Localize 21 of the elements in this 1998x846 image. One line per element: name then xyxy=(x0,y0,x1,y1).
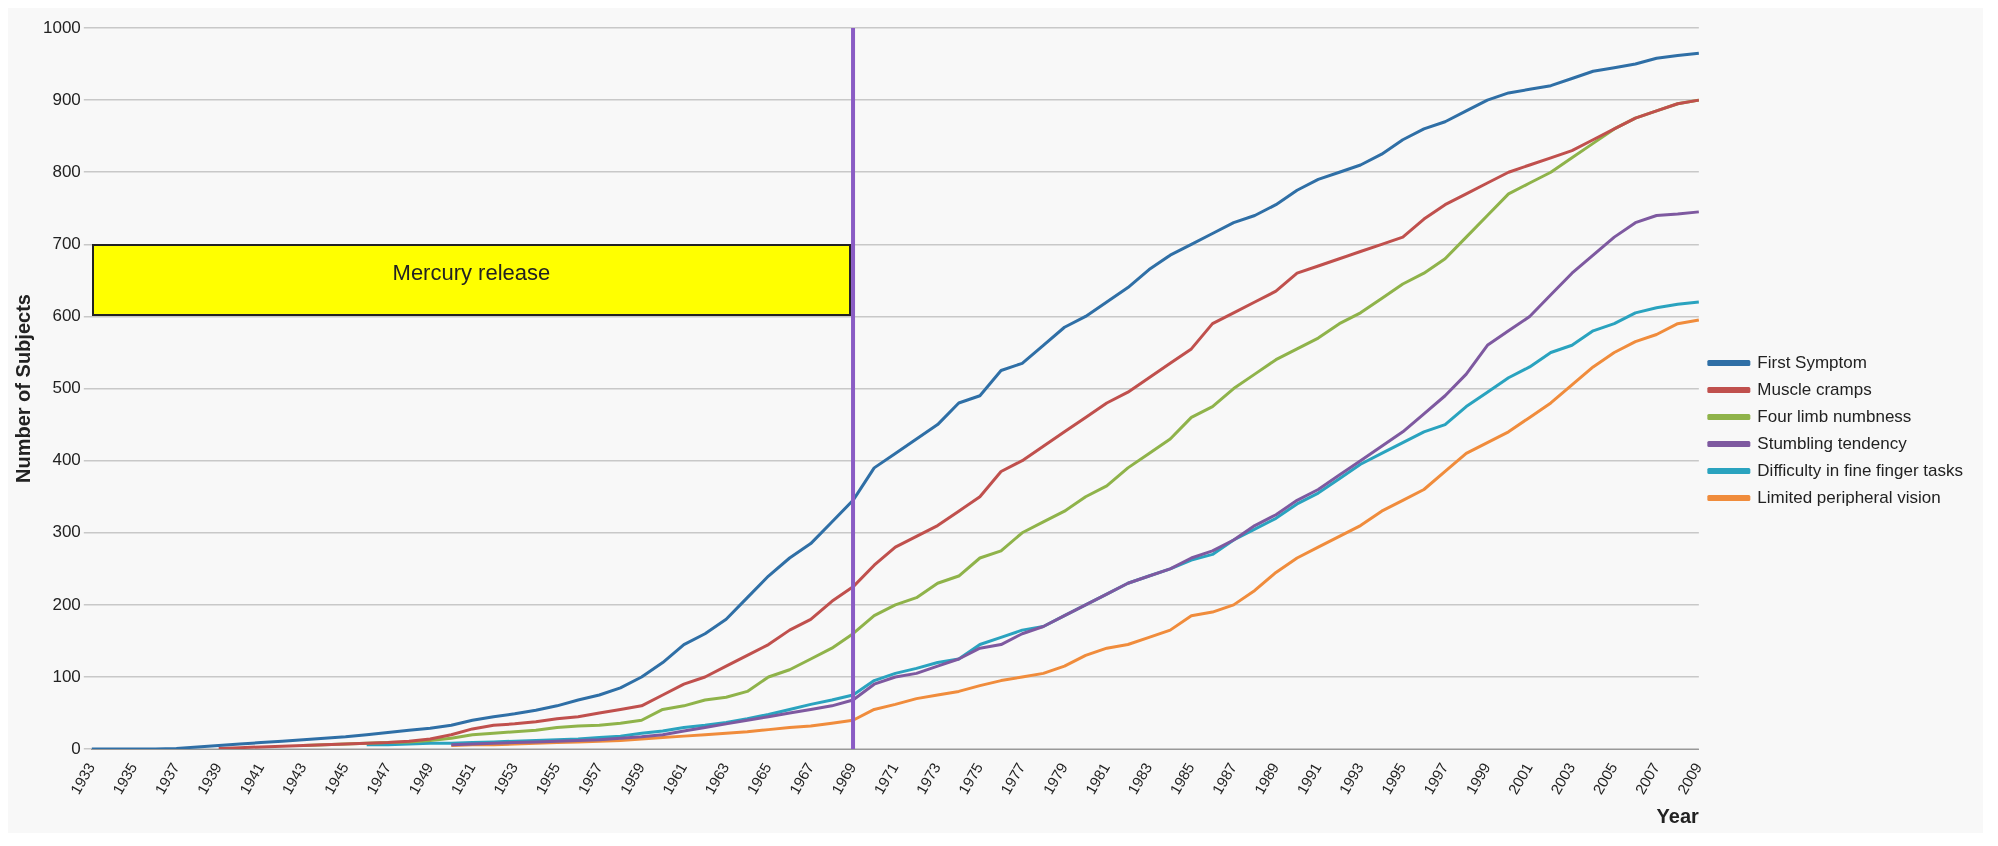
legend-label: Limited peripheral vision xyxy=(1757,487,1941,507)
y-axis-title: Number of Subjects xyxy=(11,294,34,484)
y-tick-label: 800 xyxy=(52,161,81,181)
y-tick-label: 300 xyxy=(52,522,81,542)
legend-label: Muscle cramps xyxy=(1757,379,1872,399)
y-tick-label: 0 xyxy=(71,738,81,758)
y-tick-label: 900 xyxy=(52,89,81,109)
y-tick-label: 400 xyxy=(52,450,81,470)
legend-label: Four limb numbness xyxy=(1757,406,1912,426)
legend-label: Stumbling tendency xyxy=(1757,433,1908,453)
legend-label: Difficulty in fine finger tasks xyxy=(1757,460,1964,480)
y-tick-label: 500 xyxy=(52,378,81,398)
y-tick-label: 100 xyxy=(52,666,81,686)
y-tick-label: 1000 xyxy=(42,17,81,37)
x-axis-title: Year xyxy=(1656,804,1700,827)
annotation: Mercury release xyxy=(392,260,551,287)
y-tick-label: 200 xyxy=(52,594,81,614)
legend-label: First Symptom xyxy=(1757,352,1867,372)
label-box: Mercury release xyxy=(91,244,852,317)
y-tick-label: 700 xyxy=(52,234,81,254)
y-tick-label: 600 xyxy=(52,306,81,326)
